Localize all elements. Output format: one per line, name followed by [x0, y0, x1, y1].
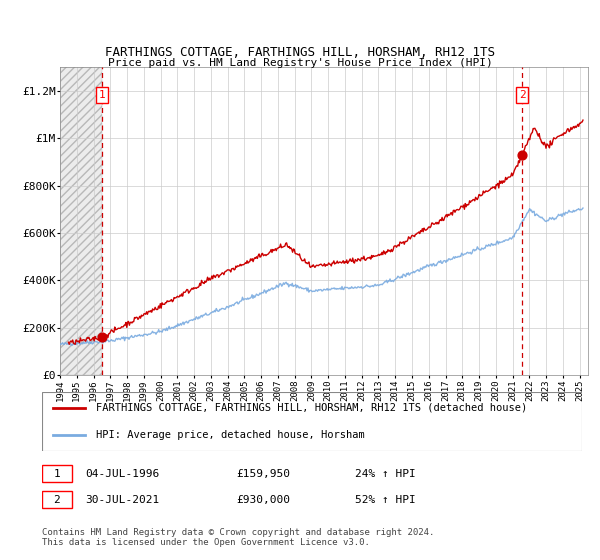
Text: 24% ↑ HPI: 24% ↑ HPI	[355, 469, 416, 479]
Point	[517, 151, 527, 160]
Bar	[60, 67, 102, 375]
Text: FARTHINGS COTTAGE, FARTHINGS HILL, HORSHAM, RH12 1TS (detached house): FARTHINGS COTTAGE, FARTHINGS HILL, HORSH…	[96, 403, 527, 413]
Bar	[42, 491, 72, 508]
Text: 04-JUL-1996: 04-JUL-1996	[85, 469, 160, 479]
Point	[97, 333, 107, 342]
Text: Contains HM Land Registry data © Crown copyright and database right 2024.
This d: Contains HM Land Registry data © Crown c…	[42, 528, 434, 547]
Text: HPI: Average price, detached house, Horsham: HPI: Average price, detached house, Hors…	[96, 430, 365, 440]
Text: 1: 1	[53, 469, 60, 479]
Text: 1: 1	[98, 90, 105, 100]
Text: Price paid vs. HM Land Registry's House Price Index (HPI): Price paid vs. HM Land Registry's House …	[107, 58, 493, 68]
Text: 2: 2	[519, 90, 526, 100]
Bar	[42, 465, 72, 483]
Text: 52% ↑ HPI: 52% ↑ HPI	[355, 495, 416, 505]
Text: FARTHINGS COTTAGE, FARTHINGS HILL, HORSHAM, RH12 1TS: FARTHINGS COTTAGE, FARTHINGS HILL, HORSH…	[105, 46, 495, 59]
Bar	[60, 67, 102, 375]
Text: £159,950: £159,950	[236, 469, 290, 479]
Text: £930,000: £930,000	[236, 495, 290, 505]
Text: 2: 2	[53, 495, 60, 505]
Text: 30-JUL-2021: 30-JUL-2021	[85, 495, 160, 505]
